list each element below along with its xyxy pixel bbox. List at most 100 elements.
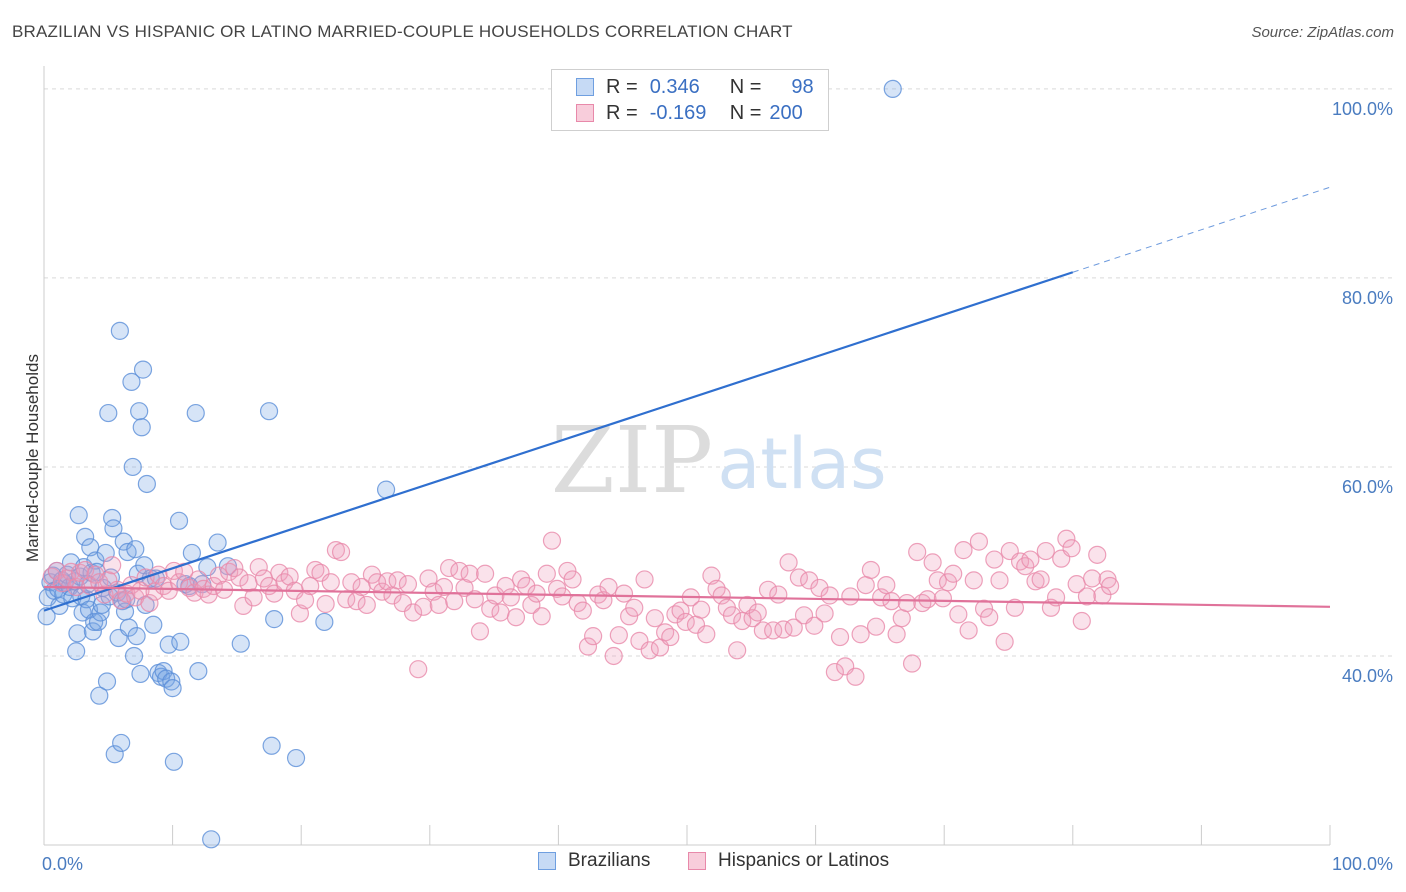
legend-item-hispanics: Hispanics or Latinos bbox=[688, 850, 889, 872]
legend-swatch-brazilians bbox=[576, 78, 594, 96]
hispanic-point bbox=[841, 587, 860, 606]
brazilian-point bbox=[124, 646, 144, 666]
hispanic-point bbox=[846, 667, 865, 686]
hispanic-point bbox=[409, 660, 428, 679]
hispanic-point bbox=[908, 542, 927, 562]
legend-r-label: R = bbox=[606, 101, 638, 124]
brazilian-point bbox=[67, 642, 86, 661]
brazilian-point bbox=[104, 519, 123, 538]
hispanic-point bbox=[1077, 587, 1097, 606]
brazilian-point bbox=[123, 457, 142, 477]
watermark-atlas: atlas bbox=[717, 423, 886, 505]
brazilian-point bbox=[132, 418, 151, 437]
legend-r-value: -0.169 bbox=[649, 101, 707, 124]
trend-lines bbox=[43, 186, 1331, 612]
hispanic-point bbox=[414, 597, 433, 616]
hispanic-point bbox=[614, 584, 634, 603]
hispanic-point bbox=[1082, 569, 1102, 588]
hispanic-point bbox=[954, 541, 973, 560]
hispanic-point bbox=[563, 570, 582, 589]
brazilian-point bbox=[69, 506, 88, 525]
watermark: ZIP atlas bbox=[551, 407, 887, 514]
hispanic-point bbox=[316, 594, 335, 614]
brazilian-point bbox=[189, 661, 208, 681]
hispanic-point bbox=[573, 601, 592, 620]
hispanic-point bbox=[640, 641, 659, 660]
hispanic-point bbox=[1031, 570, 1050, 589]
hispanic-point bbox=[506, 608, 526, 627]
hispanic-point bbox=[769, 585, 788, 604]
legend-swatch-hispanics bbox=[576, 104, 594, 122]
hispanic-point bbox=[805, 616, 824, 635]
hispanic-point bbox=[959, 621, 978, 640]
brazilian-point bbox=[130, 402, 149, 421]
series-brazilians bbox=[37, 79, 902, 849]
hispanic-point bbox=[558, 561, 577, 581]
brazilian-point bbox=[186, 403, 205, 423]
hispanic-point bbox=[403, 603, 423, 622]
hispanic-point bbox=[491, 603, 510, 622]
hispanic-point bbox=[357, 595, 376, 615]
brazilian-point bbox=[127, 627, 146, 646]
hispanic-point bbox=[465, 590, 484, 609]
hispanic-point bbox=[671, 601, 690, 620]
hispanic-point bbox=[429, 595, 448, 615]
brazilian-point bbox=[122, 372, 141, 391]
hispanic-point bbox=[980, 608, 999, 627]
brazilian-point bbox=[883, 79, 902, 99]
hispanic-point bbox=[209, 566, 228, 585]
brazilian-point bbox=[157, 669, 176, 688]
hispanic-point bbox=[265, 584, 284, 603]
hispanic-point bbox=[189, 570, 208, 589]
hispanic-point bbox=[974, 599, 994, 618]
hispanic-point bbox=[866, 617, 886, 636]
hispanic-point bbox=[661, 627, 680, 647]
hispanic-point bbox=[553, 587, 572, 606]
hispanic-point bbox=[722, 606, 742, 625]
brazilian-point bbox=[163, 679, 182, 698]
hispanic-point bbox=[985, 550, 1004, 569]
hispanic-point bbox=[140, 593, 159, 613]
hispanic-point bbox=[697, 625, 716, 644]
brazilian-point bbox=[110, 321, 129, 340]
hispanic-point bbox=[748, 603, 767, 622]
hispanic-point bbox=[1005, 598, 1025, 617]
hispanic-point bbox=[676, 612, 695, 632]
hispanic-point bbox=[1062, 539, 1081, 558]
hispanic-point bbox=[1057, 529, 1076, 548]
hispanic-point bbox=[784, 618, 803, 637]
hispanic-point bbox=[897, 593, 917, 613]
hispanic-point bbox=[270, 563, 289, 582]
watermark-zip: ZIP bbox=[551, 407, 713, 514]
trend-line-brazilians bbox=[43, 271, 1074, 612]
series-hispanics bbox=[42, 529, 1120, 686]
hispanic-point bbox=[995, 632, 1014, 651]
y-tick-label: 40.0% bbox=[1342, 666, 1393, 686]
brazilian-point bbox=[131, 664, 150, 684]
brazilian-point bbox=[112, 733, 131, 753]
hispanic-point bbox=[103, 556, 122, 575]
hispanic-point bbox=[1036, 541, 1055, 561]
legend-row-brazilians: R = 0.346 N = 98 bbox=[552, 74, 814, 100]
hispanic-point bbox=[532, 607, 551, 626]
brazilian-point bbox=[259, 402, 279, 421]
hispanic-point bbox=[944, 564, 963, 583]
hispanic-point bbox=[434, 577, 454, 597]
hispanic-point bbox=[949, 605, 968, 624]
brazilian-point bbox=[105, 745, 124, 764]
correlation-legend: R = 0.346 N = 98 R = -0.169 N = 200 bbox=[551, 69, 829, 131]
brazilian-point bbox=[137, 474, 156, 494]
legend-n-value: 200 bbox=[769, 101, 803, 124]
hispanic-point bbox=[70, 563, 90, 582]
hispanic-point bbox=[439, 558, 459, 578]
brazilian-point bbox=[265, 610, 284, 629]
hispanic-point bbox=[280, 567, 299, 586]
hispanic-point bbox=[609, 626, 628, 645]
y-tick-label: 80.0% bbox=[1342, 288, 1393, 308]
hispanic-point bbox=[902, 654, 922, 673]
trend-extension-brazilians bbox=[1072, 186, 1331, 273]
hispanic-point bbox=[542, 531, 562, 550]
axes bbox=[43, 66, 1331, 846]
series-legend: Brazilians Hispanics or Latinos bbox=[0, 850, 1406, 878]
